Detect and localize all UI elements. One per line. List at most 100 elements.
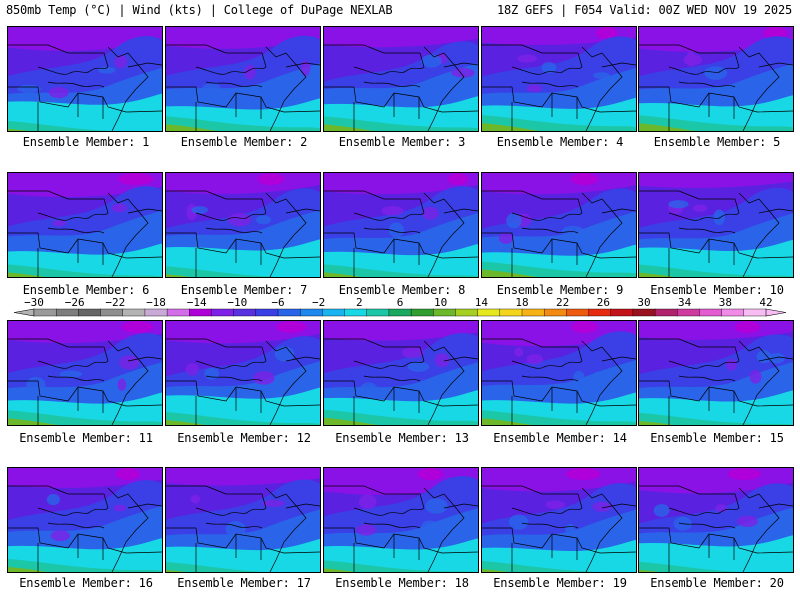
colorbar-swatch — [366, 308, 390, 317]
temperature-wind-map — [639, 173, 793, 277]
temperature-wind-map — [166, 27, 320, 131]
ensemble-member-map — [323, 467, 479, 573]
ensemble-member-label: Ensemble Member: 4 — [496, 135, 624, 149]
colorbar-swatch — [189, 308, 212, 317]
temperature-wind-map — [324, 27, 478, 131]
colorbar-tick-label: −18 — [146, 296, 166, 309]
colorbar-tick-label: 30 — [637, 296, 650, 309]
colorbar-swatch — [233, 308, 257, 317]
ensemble-member-label: Ensemble Member: 1 — [22, 135, 150, 149]
colorbar-swatch — [433, 308, 456, 317]
colorbar-tick-label: −6 — [271, 296, 284, 309]
colorbar-swatch — [654, 308, 678, 317]
ensemble-member-label: Ensemble Member: 5 — [653, 135, 781, 149]
ensemble-member-map — [638, 172, 794, 278]
temperature-wind-map — [324, 173, 478, 277]
temperature-wind-map — [8, 173, 162, 277]
ensemble-member-label: Ensemble Member: 8 — [338, 283, 466, 297]
ensemble-member-map — [481, 467, 637, 573]
ensemble-member-map — [481, 26, 637, 132]
colorbar-swatch — [743, 308, 767, 317]
colorbar-tick-label: 34 — [678, 296, 692, 309]
ensemble-member-map — [638, 320, 794, 426]
temperature-wind-map — [482, 321, 636, 425]
colorbar-swatch — [33, 308, 57, 317]
temperature-wind-map — [324, 468, 478, 572]
colorbar-swatch — [455, 308, 479, 317]
ensemble-member-label: Ensemble Member: 10 — [650, 283, 784, 297]
colorbar-tick-label: 2 — [356, 296, 363, 309]
temperature-wind-map — [639, 321, 793, 425]
ensemble-member-map — [165, 172, 321, 278]
colorbar-swatch — [55, 308, 79, 317]
colorbar-swatch — [255, 308, 279, 317]
colorbar-swatch — [610, 308, 634, 317]
temperature-wind-map — [8, 27, 162, 131]
colorbar-tick-label: −22 — [105, 296, 125, 309]
colorbar-swatch — [299, 308, 323, 317]
ensemble-member-map — [165, 26, 321, 132]
colorbar-tick-label: 22 — [556, 296, 569, 309]
ensemble-member-label: Ensemble Member: 18 — [335, 576, 469, 590]
colorbar-swatch — [677, 308, 700, 317]
temperature-wind-map — [324, 321, 478, 425]
colorbar-tick-label: 10 — [434, 296, 447, 309]
ensemble-member-map — [323, 172, 479, 278]
valid-time-label: 18Z GEFS | F054 Valid: 00Z WED NOV 19 20… — [496, 3, 792, 17]
colorbar-tick-label: 26 — [597, 296, 610, 309]
colorbar-tick-label: 14 — [475, 296, 489, 309]
colorbar-swatch — [277, 308, 301, 317]
colorbar-right-arrow — [765, 308, 787, 317]
ensemble-member-label: Ensemble Member: 16 — [19, 576, 153, 590]
ensemble-member-map — [638, 26, 794, 132]
ensemble-member-label: Ensemble Member: 13 — [335, 431, 469, 445]
ensemble-member-label: Ensemble Member: 12 — [177, 431, 311, 445]
map-title: 850mb Temp (°C) | Wind (kts) | College o… — [6, 3, 393, 17]
colorbar-tick-label: −10 — [227, 296, 247, 309]
ensemble-member-label: Ensemble Member: 3 — [338, 135, 466, 149]
temperature-wind-map — [639, 468, 793, 572]
colorbar-swatch — [566, 308, 590, 317]
colorbar-tick-label: −2 — [312, 296, 325, 309]
colorbar-tick-label: 18 — [515, 296, 528, 309]
ensemble-member-label: Ensemble Member: 14 — [493, 431, 627, 445]
ensemble-member-label: Ensemble Member: 6 — [22, 283, 150, 297]
temperature-wind-map — [166, 468, 320, 572]
ensemble-member-map — [165, 467, 321, 573]
colorbar-swatch — [322, 308, 346, 317]
temperature-wind-map — [166, 173, 320, 277]
colorbar-swatch — [588, 308, 612, 317]
temperature-wind-map — [8, 321, 162, 425]
colorbar-tick-label: −26 — [65, 296, 85, 309]
colorbar-swatch — [78, 308, 102, 317]
colorbar-swatch — [211, 308, 235, 317]
colorbar-swatch — [499, 308, 523, 317]
temperature-wind-map — [166, 321, 320, 425]
temperature-colorbar: −30 −26 −22 −18 −14 −10 −6 −2 2 6 10 14 18 22 26 30 34 38… — [13, 296, 787, 317]
ensemble-member-map — [638, 467, 794, 573]
colorbar-swatch — [477, 308, 501, 317]
colorbar-swatch — [632, 308, 656, 317]
ensemble-member-label: Ensemble Member: 20 — [650, 576, 784, 590]
colorbar-swatch — [144, 308, 168, 317]
colorbar-tick-label: 6 — [397, 296, 404, 309]
temperature-wind-map — [8, 468, 162, 572]
ensemble-member-map — [481, 320, 637, 426]
colorbar-swatch — [410, 308, 434, 317]
colorbar-swatch — [122, 308, 146, 317]
colorbar-swatch — [699, 308, 723, 317]
ensemble-member-map — [323, 320, 479, 426]
ensemble-member-label: Ensemble Member: 11 — [19, 431, 153, 445]
colorbar-swatch — [166, 308, 190, 317]
colorbar-swatch — [344, 308, 368, 317]
temperature-wind-map — [482, 468, 636, 572]
colorbar-tick-label: 42 — [759, 296, 772, 309]
ensemble-member-map — [7, 26, 163, 132]
ensemble-member-map — [481, 172, 637, 278]
ensemble-member-label: Ensemble Member: 17 — [177, 576, 311, 590]
temperature-wind-map — [482, 173, 636, 277]
colorbar-swatch — [521, 308, 545, 317]
ensemble-member-label: Ensemble Member: 19 — [493, 576, 627, 590]
colorbar-left-arrow — [13, 308, 35, 317]
ensemble-member-label: Ensemble Member: 15 — [650, 431, 784, 445]
